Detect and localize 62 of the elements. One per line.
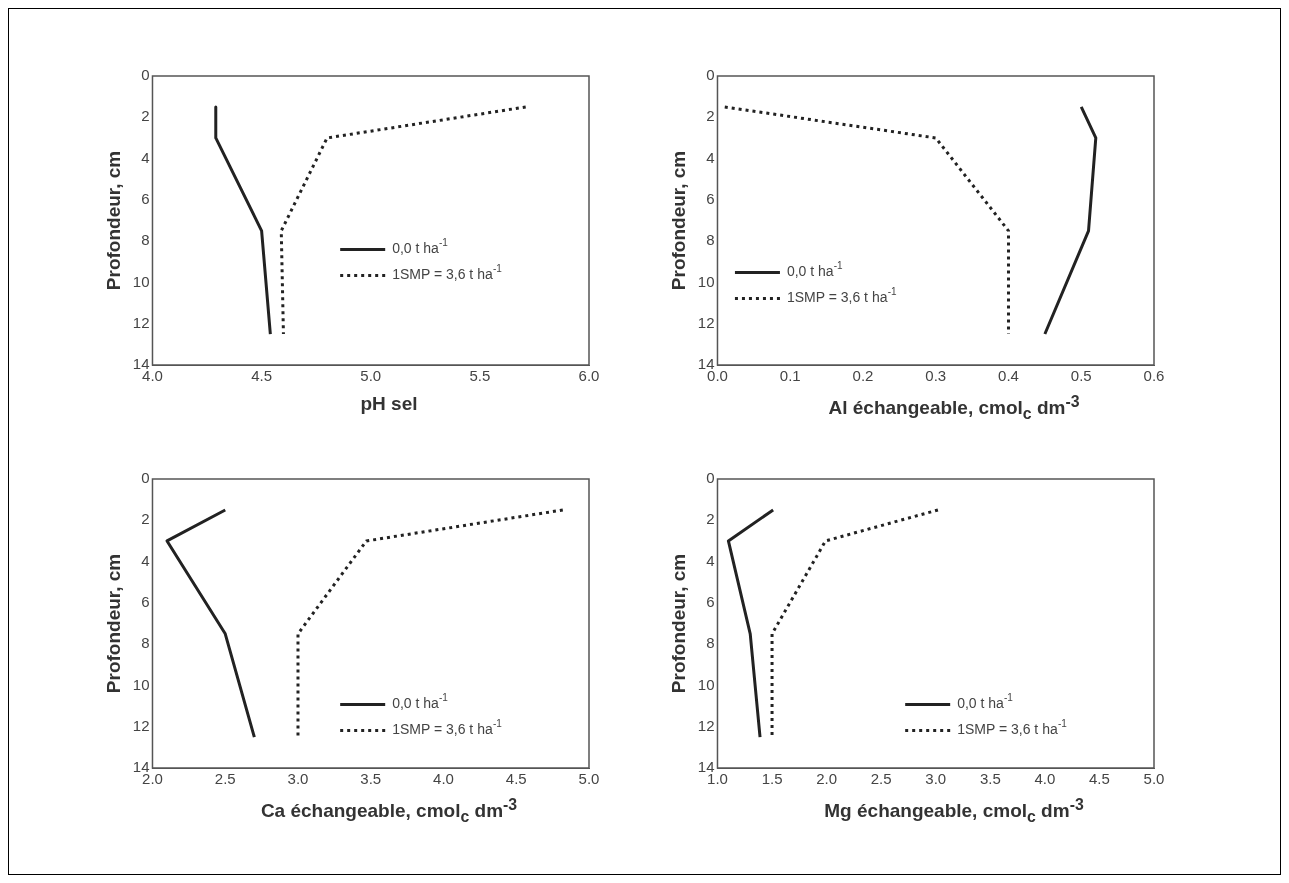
- y-tick-label: 12: [132, 313, 150, 331]
- x-tick-label: 5.0: [1143, 770, 1165, 788]
- y-tick-label: 6: [706, 190, 715, 207]
- x-tick-label: 3.5: [360, 770, 382, 788]
- y-tick-label: 2: [141, 107, 150, 125]
- y-tick-label: 0: [706, 66, 715, 84]
- x-axis-title: Al échangeable, cmol$_{c}$ dm$^{-3}$: [827, 393, 1081, 424]
- x-tick-label: 5.5: [469, 367, 491, 385]
- y-tick-label: 10: [132, 272, 150, 290]
- y-tick-label: 6: [706, 593, 715, 610]
- y-tick-label: 8: [141, 231, 150, 249]
- x-tick-label: 4.5: [505, 770, 527, 788]
- x-tick-label: 4.0: [1034, 770, 1056, 788]
- x-tick-label: 4.5: [251, 367, 273, 385]
- y-tick-label: 10: [697, 675, 715, 693]
- y-tick-label: 0: [141, 469, 150, 487]
- x-tick-label: 2.0: [816, 770, 838, 788]
- x-tick-label: 0.6: [1143, 367, 1165, 385]
- y-tick-label: 10: [132, 675, 150, 693]
- y-axis-title: Profondeur, cm: [102, 150, 124, 291]
- x-tick-label: 0.2: [852, 367, 874, 385]
- y-tick-label: 12: [697, 716, 715, 734]
- x-axis-title: pH sel: [359, 393, 419, 415]
- y-tick-label: 6: [141, 593, 150, 610]
- x-tick-label: 0.4: [998, 367, 1019, 385]
- x-tick-label: 2.5: [214, 770, 236, 788]
- y-tick-label: 12: [132, 716, 150, 734]
- y-tick-label: 2: [141, 510, 150, 528]
- y-tick-label: 8: [706, 231, 715, 249]
- x-tick-label: 3.5: [979, 770, 1001, 788]
- x-axis-title: Mg échangeable, cmol$_{c}$ dm$^{-3}$: [823, 796, 1085, 827]
- y-tick-label: 4: [141, 551, 150, 569]
- y-tick-label: 4: [141, 148, 150, 166]
- y-tick-label: 4: [706, 148, 715, 166]
- x-axis-title: Ca échangeable, cmol$_{c}$ dm$^{-3}$: [259, 796, 519, 827]
- x-tick-label: 4.5: [1089, 770, 1110, 788]
- x-tick-label: 4.0: [433, 770, 454, 788]
- x-tick-label: 0.1: [779, 367, 801, 385]
- y-tick-label: 10: [697, 272, 715, 290]
- line-series: [296, 508, 565, 739]
- y-tick-label: 4: [706, 551, 715, 569]
- x-tick-label: 6.0: [578, 367, 600, 385]
- x-tick-label: 0.5: [1070, 367, 1092, 385]
- y-axis-title: Profondeur, cm: [102, 553, 124, 694]
- y-tick-label: 0: [141, 66, 150, 84]
- x-tick-label: 1.5: [761, 770, 783, 788]
- x-tick-label: 2.5: [870, 770, 892, 788]
- y-tick-label: 12: [697, 313, 715, 331]
- y-tick-label: 0: [706, 469, 715, 487]
- y-axis-title: Profondeur, cm: [667, 553, 689, 694]
- y-tick-label: 8: [141, 634, 150, 652]
- x-tick-label: 0.3: [925, 367, 947, 385]
- line-series: [279, 105, 528, 336]
- y-tick-label: 6: [141, 190, 150, 207]
- x-tick-label: 3.0: [287, 770, 309, 788]
- y-tick-label: 2: [706, 510, 715, 528]
- y-axis-title: Profondeur, cm: [667, 150, 689, 291]
- x-tick-label: 5.0: [578, 770, 600, 788]
- y-tick-label: 8: [706, 634, 715, 652]
- y-tick-label: 2: [706, 107, 715, 125]
- x-tick-label: 3.0: [925, 770, 947, 788]
- x-tick-label: 5.0: [360, 367, 382, 385]
